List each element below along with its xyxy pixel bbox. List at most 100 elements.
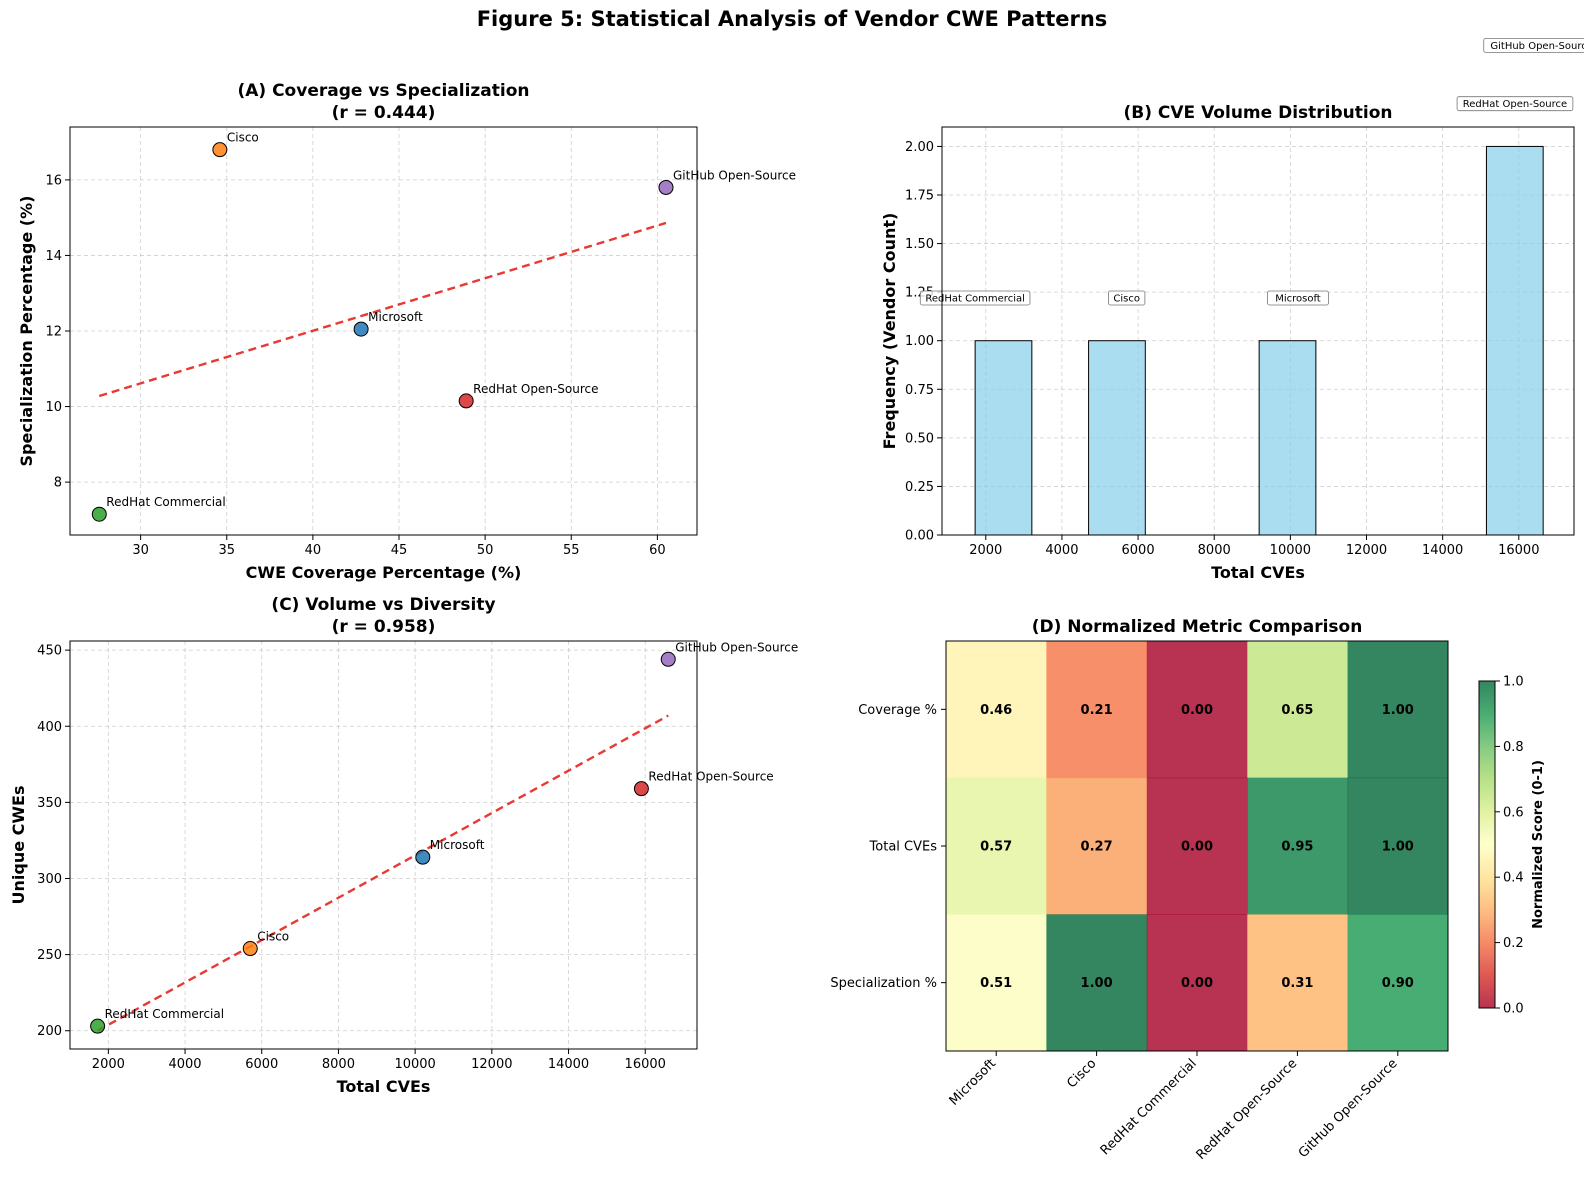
row-label-specialization: Specialization %: [830, 976, 937, 991]
bar-label-text: RedHat Open-Source: [1463, 99, 1567, 110]
y-tick-label: 14: [45, 249, 62, 264]
y-axis-label: Frequency (Vendor Count): [880, 213, 899, 450]
x-tick-label: 6000: [1122, 543, 1155, 558]
hist-bar-3: [1258, 340, 1317, 536]
heatmap-cell: [946, 914, 1047, 1052]
x-tick-label: 45: [391, 543, 408, 558]
colorbar-tick-label: 0.2: [1503, 936, 1524, 951]
column-label-github-open-source: GitHub Open-Source: [1296, 1056, 1401, 1161]
heatmap-cell-value: 0.46: [980, 703, 1012, 718]
y-tick-label: 250: [37, 948, 62, 963]
heatmap-cell: [1247, 914, 1349, 1052]
heatmap-cell: [1146, 641, 1248, 779]
row-label-coverage: Coverage %: [858, 703, 937, 718]
point-redhat-open-source: [458, 393, 474, 409]
axes-frame: [941, 126, 1575, 536]
y-tick-label: 350: [37, 796, 62, 811]
point-label-redhat-commercial: RedHat Commercial: [105, 1007, 224, 1021]
axes-frame: [945, 640, 1449, 1052]
column-label-microsoft: Microsoft: [947, 1056, 999, 1108]
point-cisco: [212, 142, 228, 158]
heatmap-cell: [1146, 914, 1248, 1052]
colorbar-tick-label: 0.0: [1503, 1002, 1524, 1017]
x-tick-label: 14000: [548, 1057, 589, 1072]
bar-label-github-open-source: GitHub Open-Source: [1483, 38, 1584, 53]
panel-a-coverage-vs-specialization: 30 35 40 45 50 55 60 8 10 12 14 16 Microsoft Cisco Red…: [17, 81, 796, 582]
x-tick-label: 4000: [1045, 543, 1078, 558]
heatmap-cell-value: 1.00: [1382, 840, 1414, 855]
bar-label-box: [919, 290, 1031, 306]
y-tick-label: 0.75: [905, 383, 934, 398]
heatmap-cell: [1347, 777, 1449, 915]
heatmap-cell: [946, 777, 1047, 915]
hist-bar-4: [1485, 145, 1544, 536]
heatmap-cell-value: 0.65: [1281, 703, 1313, 718]
x-tick-label: 14000: [1422, 543, 1463, 558]
x-tick-label: 60: [649, 543, 666, 558]
panel-subtitle: (r = 0.444): [332, 103, 436, 123]
heatmap-cell-value: 0.21: [1081, 703, 1113, 718]
bar-label-redhat-open-source: RedHat Open-Source: [1456, 96, 1574, 112]
panel-title: (D) Normalized Metric Comparison: [1032, 617, 1363, 637]
heatmap-cell-value: 1.00: [1081, 976, 1113, 991]
heatmap-cell-value: 0.90: [1382, 976, 1414, 991]
bar-label-box: [1483, 38, 1584, 53]
point-label-microsoft: Microsoft: [368, 310, 423, 324]
point-label-redhat-open-source: RedHat Open-Source: [473, 382, 598, 396]
panel-title: (A) Coverage vs Specialization: [237, 81, 529, 101]
y-tick-label: 2.00: [905, 140, 934, 155]
point-label-redhat-open-source: RedHat Open-Source: [648, 770, 773, 784]
y-tick-label: 0.25: [905, 480, 934, 495]
figure-title: Figure 5: Statistical Analysis of Vendor…: [477, 7, 1108, 31]
panel-c-volume-vs-diversity: 2000 4000 6000 8000 10000 12000 14000 16000 200 2…: [9, 595, 798, 1096]
panel-subtitle: (r = 0.958): [332, 617, 436, 637]
x-tick-label: 10000: [1270, 543, 1311, 558]
y-tick-label: 1.50: [905, 237, 934, 252]
x-tick-label: 10000: [394, 1057, 435, 1072]
y-tick-label: 200: [37, 1024, 62, 1039]
hist-bar-1: [974, 340, 1033, 536]
point-microsoft: [353, 321, 369, 337]
y-tick-label: 1.00: [905, 334, 934, 349]
y-tick-label: 450: [37, 644, 62, 659]
point-label-microsoft: Microsoft: [430, 838, 485, 852]
colorbar: [1478, 680, 1496, 1009]
heatmap-cell: [1046, 777, 1148, 915]
point-label-github-open-source: GitHub Open-Source: [673, 168, 796, 182]
heatmap-cell: [1146, 777, 1248, 915]
colorbar-tick-label: 0.6: [1503, 805, 1524, 820]
colorbar-label: Normalized Score (0-1): [1531, 760, 1546, 929]
trend-line: [97, 714, 669, 1032]
column-label-cisco: Cisco: [1064, 1056, 1099, 1091]
bar-label-box: [1267, 290, 1329, 306]
x-tick-label: 12000: [471, 1057, 512, 1072]
heatmap-cell: [1046, 641, 1148, 779]
heatmap-cell: [1347, 914, 1449, 1052]
point-redhat-commercial: [90, 1018, 106, 1034]
panel-d-normalized-metric-heatmap: 0.46 0.21 0.00 0.65 1.000.57 0.27 0.00 0.95 1.00…: [830, 617, 1546, 1163]
y-axis-label: Specialization Percentage (%): [17, 196, 36, 467]
point-label-github-open-source: GitHub Open-Source: [675, 640, 798, 654]
axes-frame: [69, 640, 698, 1050]
heatmap-cell-value: 0.00: [1181, 840, 1213, 855]
point-redhat-commercial: [91, 506, 107, 522]
x-axis-label: Total CVEs: [337, 1077, 431, 1096]
row-label-total-cves: Total CVEs: [869, 840, 938, 855]
y-tick-label: 300: [37, 872, 62, 887]
x-tick-label: 55: [563, 543, 580, 558]
x-tick-label: 16000: [1498, 543, 1539, 558]
point-github-open-source: [660, 651, 676, 667]
panel-title: (B) CVE Volume Distribution: [1124, 103, 1393, 123]
point-cisco: [242, 941, 258, 957]
trend-line: [98, 221, 667, 398]
y-tick-label: 12: [45, 325, 62, 340]
y-tick-label: 0.00: [905, 529, 934, 544]
column-label-redhat-commercial: RedHat Commercial: [1098, 1056, 1200, 1158]
x-tick-label: 6000: [245, 1057, 278, 1072]
hist-bar-2: [1088, 340, 1146, 536]
heatmap-cell: [946, 641, 1047, 779]
x-tick-label: 35: [218, 543, 235, 558]
panel-title: (C) Volume vs Diversity: [271, 595, 495, 615]
colorbar-tick-label: 0.4: [1503, 871, 1524, 886]
